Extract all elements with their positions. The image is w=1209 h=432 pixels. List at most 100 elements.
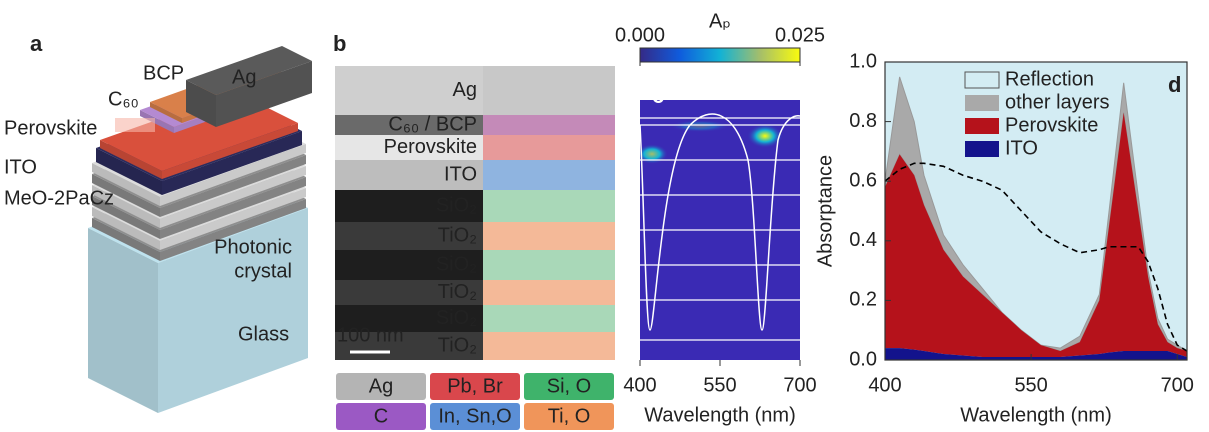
layer-front [160, 155, 306, 217]
layer-label: BCP [143, 62, 184, 84]
layer-front [162, 131, 302, 195]
layer-side [88, 228, 158, 413]
panel-label: c [652, 83, 664, 108]
edx-layer [483, 135, 615, 160]
edx-layer [483, 280, 615, 305]
layer-front [162, 123, 298, 179]
edx-layer [483, 332, 615, 360]
hotspot [747, 124, 783, 148]
x-tick-label: 700 [1161, 374, 1194, 396]
layer-label: Glass [238, 323, 289, 345]
x-tick-label: 700 [783, 374, 816, 396]
layer-label: Ag [232, 66, 256, 88]
panel-label: b [333, 31, 346, 56]
tem-layer [335, 250, 483, 280]
layer-label: MeO-2PaCz [4, 187, 114, 209]
y-tick-label: 0.8 [849, 110, 877, 132]
tem-layer [335, 222, 483, 250]
legend-label: ITO [1005, 137, 1038, 159]
layer-label: ITO [4, 156, 37, 178]
layer-side [96, 148, 162, 195]
element-swatch [336, 373, 426, 400]
layer-front [160, 144, 306, 206]
tem-layer [335, 305, 483, 332]
edx-layer [483, 250, 615, 280]
y-tick-label: 0.6 [849, 169, 877, 191]
perovskite-glow [115, 118, 155, 132]
layer-front [162, 123, 298, 179]
layer-side [96, 148, 162, 195]
layer-label: TiO₂ [438, 281, 477, 303]
layer-front [160, 188, 306, 250]
element-swatch [430, 373, 520, 400]
layer-label: C₆₀ [108, 88, 139, 110]
hotspot [670, 120, 730, 132]
layer-side [100, 140, 162, 179]
layer-side [92, 218, 160, 261]
legend-label: Perovskite [1005, 114, 1098, 136]
panel-label: d [1168, 72, 1181, 97]
tem-layer [335, 280, 483, 305]
layer-side [92, 207, 160, 250]
layer-front [162, 131, 302, 195]
reflection-curve [640, 113, 800, 331]
x-tick-label: 550 [1014, 374, 1047, 396]
layer-front [160, 177, 306, 239]
x-axis-label: Wavelength (nm) [960, 404, 1112, 426]
panel-d: 0.0 0.2 0.4 0.6 0.8 1.0 400 550 700 Wavelength (n… [814, 50, 1194, 426]
edx-layer [483, 305, 615, 332]
element-swatch [336, 403, 426, 430]
element-swatch [430, 403, 520, 430]
layer-label: Photonic [214, 236, 292, 258]
layer-side [150, 102, 182, 123]
y-tick-label: 0.4 [849, 229, 877, 251]
layer-front [160, 166, 306, 228]
layer-side [92, 174, 160, 217]
layer-label: C₆₀ / BCP [388, 113, 477, 135]
scale-bar-label: 100 nm [337, 324, 404, 346]
x-tick-label: 400 [623, 374, 656, 396]
legend-label: other layers [1005, 91, 1110, 113]
layer-front [160, 144, 306, 206]
legend-label: Reflection [1005, 68, 1094, 90]
edx-layer [483, 66, 615, 115]
layer-side [140, 110, 174, 133]
legend-swatch [965, 95, 999, 111]
layer-label: SiO₂ [436, 307, 477, 329]
tem-layer [335, 115, 483, 135]
element-swatch [524, 403, 614, 430]
legend-swatch [965, 118, 999, 134]
layer-side [92, 196, 160, 239]
y-axis-label: Absorptance [814, 155, 836, 267]
x-axis-label: Wavelength (nm) [644, 404, 796, 426]
layer-label: TiO₂ [438, 224, 477, 246]
layer-front [158, 208, 308, 413]
layer-side [92, 185, 160, 228]
layer-side [92, 163, 160, 206]
layer-side [92, 174, 160, 217]
layer-label: Perovskite [384, 136, 477, 158]
colorbar-tick-label: 0.025 [775, 24, 825, 46]
element-label: Ag [369, 375, 393, 397]
element-label: Ti, O [548, 405, 591, 427]
layer-side [186, 80, 216, 127]
layer-front [160, 199, 306, 261]
layer-side [92, 196, 160, 239]
x-tick-label: 550 [703, 374, 736, 396]
element-label: Si, O [547, 375, 591, 397]
colorbar [639, 47, 801, 63]
legend-swatch [964, 71, 1000, 89]
layer-label: Perovskite [4, 117, 97, 139]
layer-side [92, 185, 160, 228]
colorbar-label: Aₚ [709, 10, 731, 32]
layer-side [186, 80, 216, 127]
plot [885, 76, 1187, 360]
layer-front [160, 188, 306, 250]
y-tick-label: 1.0 [849, 50, 877, 72]
layer-label: ITO [444, 163, 477, 185]
layer-front [216, 61, 312, 127]
panel-c: 0.000 0.025 Aₚ c 400 550 700 Wavelength (nm) [615, 10, 825, 426]
layer-front [160, 166, 306, 228]
